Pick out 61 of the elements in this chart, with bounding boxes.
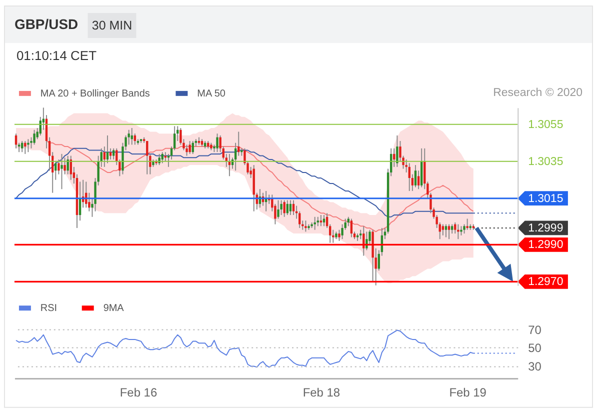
candlestick [66,155,69,175]
legend-label: MA 20 + Bollinger Bands [40,88,150,100]
y-tick-label: 70 [528,322,542,337]
candlestick [316,216,319,227]
candlestick [320,214,322,227]
x-tick-label: Feb 18 [302,386,340,400]
candlestick [283,200,286,218]
candlestick [112,148,115,160]
candlestick [109,148,112,160]
candlestick [146,140,148,175]
x-tick-label: Feb 19 [449,386,487,400]
candlestick [188,140,191,154]
candlestick [103,146,106,168]
candlestick [60,153,63,190]
candlestick [277,200,280,220]
y-tick-label: 1.3055 [528,118,564,131]
candlestick [33,129,36,146]
chart-subtitle: 01:10:14 CET [16,48,97,63]
y-tick-label: 50 [528,341,542,356]
candlestick [444,224,448,238]
candlestick [350,218,353,238]
legend-label: MA 50 [197,88,226,100]
x-tick-label: Feb 16 [120,386,158,400]
candlestick [460,226,462,236]
candlestick [417,170,420,190]
legend-label: 9MA [103,303,124,314]
candlestick [289,200,292,216]
candlestick [466,218,468,230]
text: 30 MIN [92,18,132,32]
candlestick [21,140,24,153]
candlestick [280,200,282,216]
candlestick [292,200,295,216]
candlestick [457,224,460,240]
candlestick [393,148,396,168]
chart-title: GBP/USD [14,16,78,32]
legend-label: RSI [40,303,58,314]
candlestick [106,134,109,164]
y-tick-label: 1.3035 [528,156,564,168]
candlestick [304,220,307,232]
candlestick [314,216,316,230]
candlestick [396,134,398,168]
candlestick [359,229,362,240]
candlestick [414,164,417,188]
candlestick [54,160,57,180]
candlestick [27,138,30,153]
text: Research © 2020 [493,86,583,99]
candlestick [448,224,450,240]
candlestick [450,224,454,234]
y-tick-label: 1.2990 [528,239,564,252]
candlestick [408,162,410,192]
candlestick [158,153,160,166]
candlestick [366,231,368,251]
candlestick [216,133,218,153]
y-tick-label: 1.2999 [528,222,564,234]
y-tick-label: 1.3015 [528,192,564,205]
candlestick [30,136,32,149]
candlestick [322,214,326,227]
candlestick [442,224,444,236]
y-tick-label: 1.2970 [528,276,564,288]
candlestick [161,152,164,164]
y-tick-label: 30 [528,360,542,374]
